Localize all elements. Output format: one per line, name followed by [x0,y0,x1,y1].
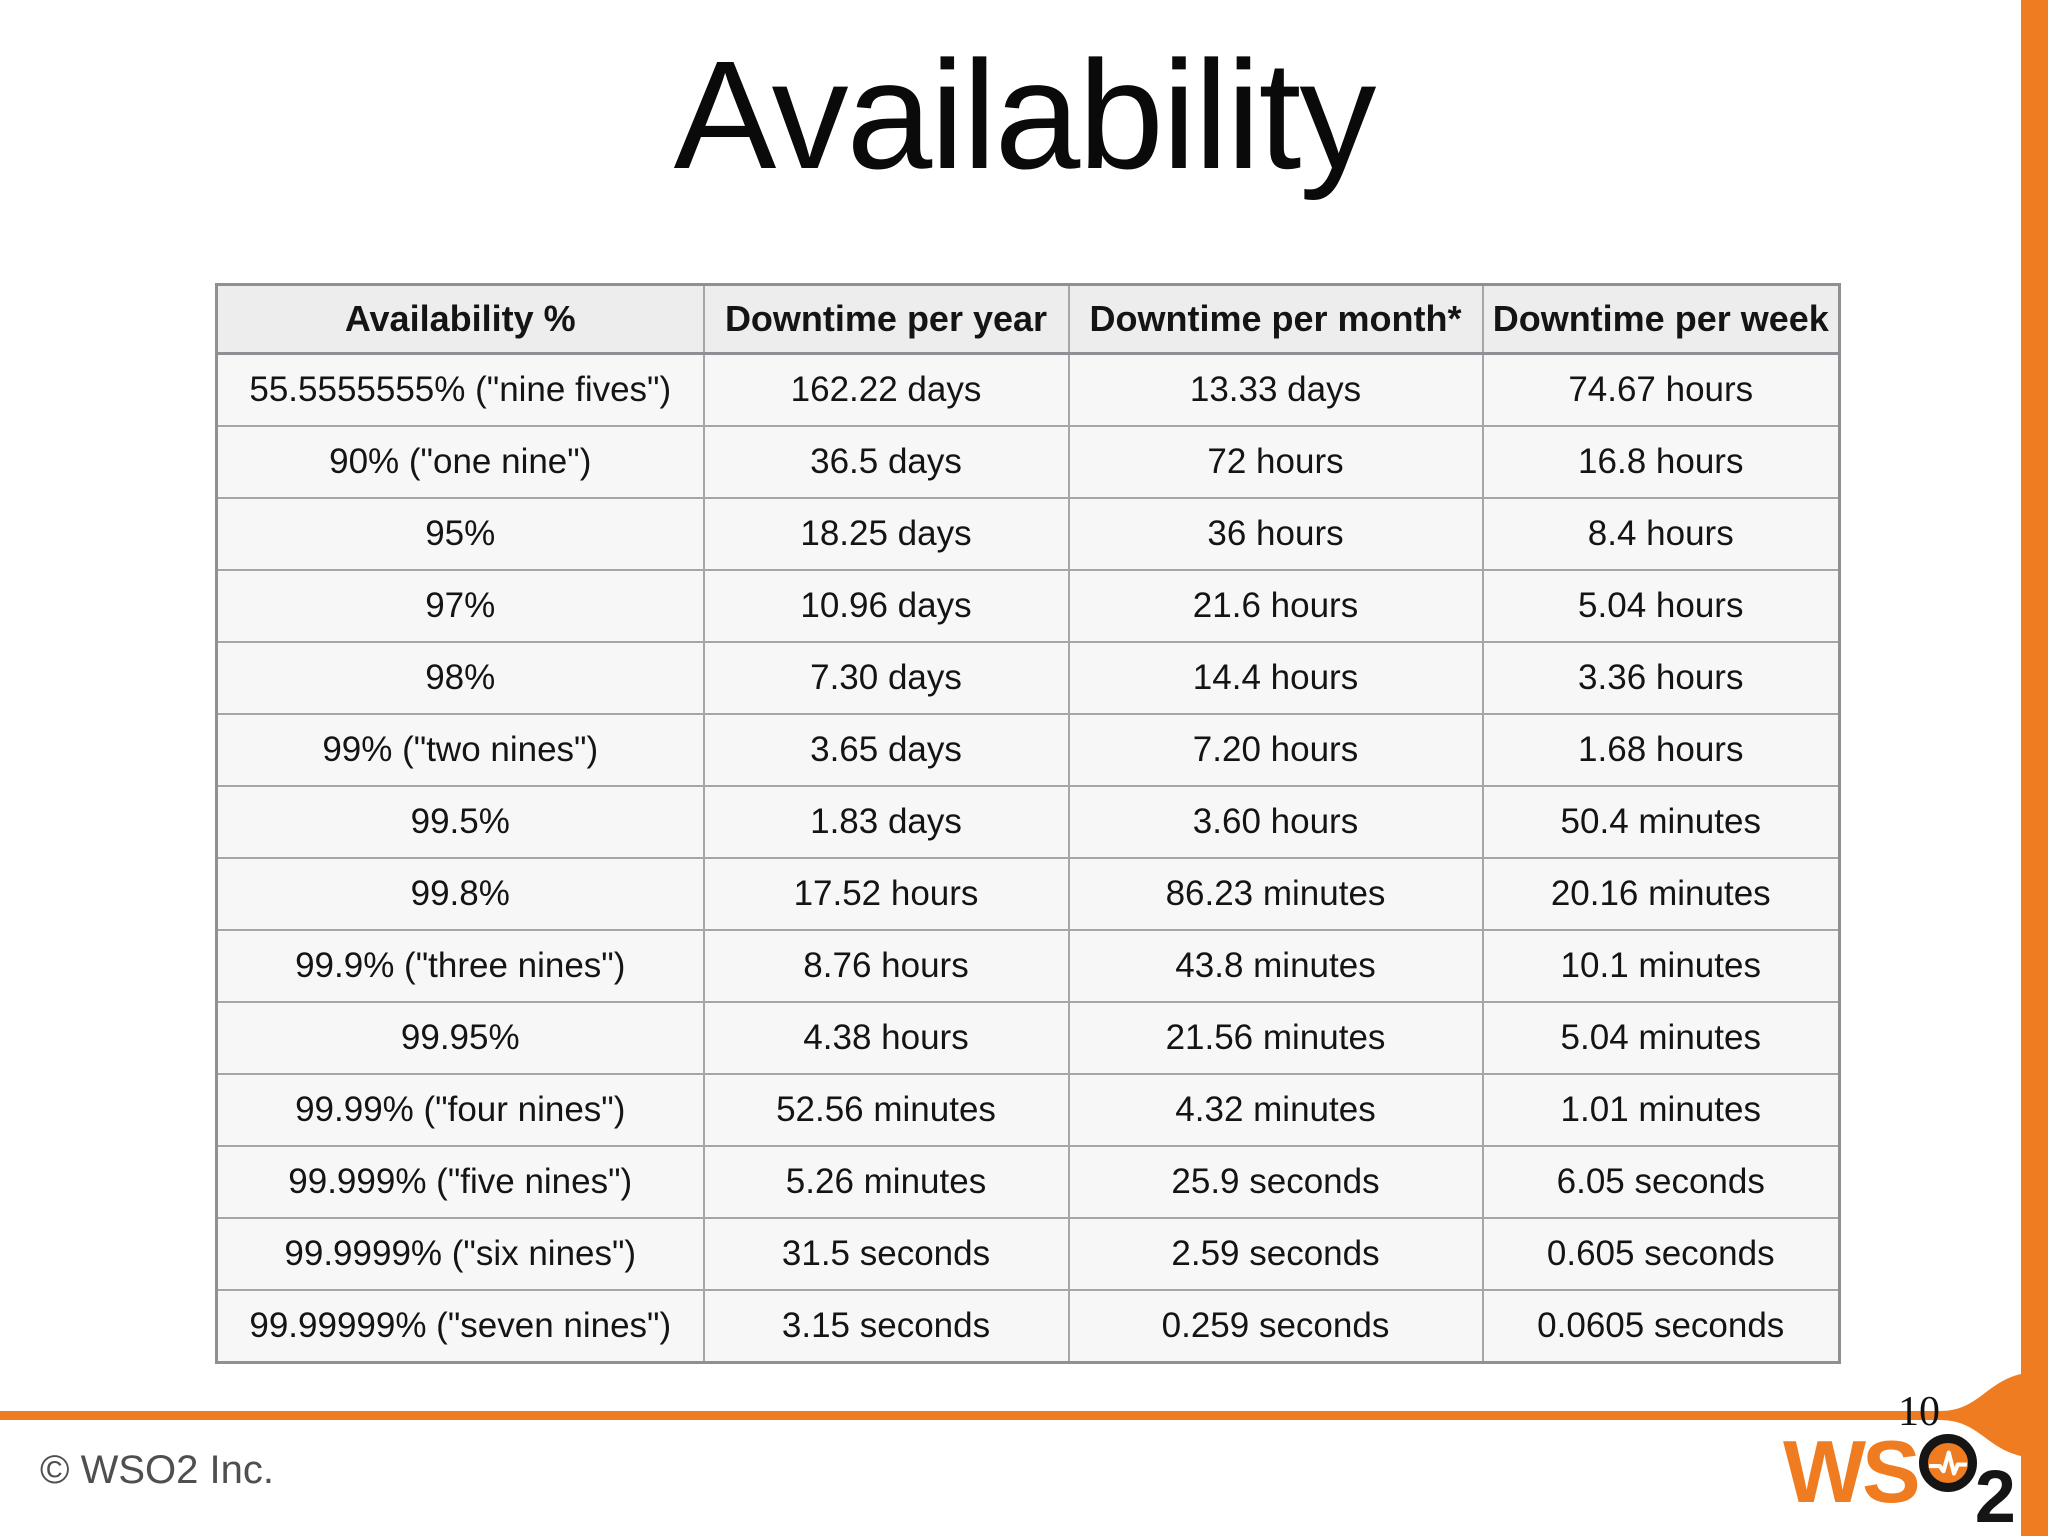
table-body: 55.5555555% ("nine fives") 162.22 days 13.… [215,352,1841,1364]
table-header-cell: Availability % [215,283,705,355]
table-cell: 99.9% ("three nines") [215,929,705,1003]
availability-table: Availability % Downtime per year Downtime … [215,283,1841,1364]
table-cell: 3.60 hours [1067,785,1484,859]
table-cell: 52.56 minutes [702,1073,1070,1147]
table-cell: 18.25 days [702,497,1070,571]
table-header-row: Availability % Downtime per year Downtime … [215,283,1841,355]
table-cell: 1.83 days [702,785,1070,859]
table-row: 99.999% ("five nines") 5.26 minutes 25.9 s… [215,1145,1841,1219]
table-cell: 8.4 hours [1481,497,1841,571]
table-cell: 0.605 seconds [1481,1217,1841,1291]
table-cell: 55.5555555% ("nine fives") [215,352,705,427]
table-cell: 72 hours [1067,425,1484,499]
table-row: 99.9999% ("six nines") 31.5 seconds 2.59 s… [215,1217,1841,1291]
table-cell: 99.99999% ("seven nines") [215,1289,705,1364]
table-cell: 14.4 hours [1067,641,1484,715]
table-header-cell: Downtime per week [1481,283,1841,355]
table-cell: 162.22 days [702,352,1070,427]
logo-ws-letters: WS [1783,1422,1921,1521]
table-cell: 99.99% ("four nines") [215,1073,705,1147]
table-cell: 5.04 minutes [1481,1001,1841,1075]
table-row: 99.99999% ("seven nines") 3.15 seconds 0.2… [215,1289,1841,1364]
table-cell: 31.5 seconds [702,1217,1070,1291]
table-cell: 13.33 days [1067,352,1484,427]
logo-o-pulse-icon [1918,1434,1977,1492]
table-row: 99.8% 17.52 hours 86.23 minutes 20.16 minut… [215,857,1841,931]
table-row: 99.95% 4.38 hours 21.56 minutes 5.04 minute… [215,1001,1841,1075]
table-cell: 95% [215,497,705,571]
table-cell: 5.04 hours [1481,569,1841,643]
table-row: 98% 7.30 days 14.4 hours 3.36 hours [215,641,1841,715]
table-row: 99.9% ("three nines") 8.76 hours 43.8 minu… [215,929,1841,1003]
table-row: 99.5% 1.83 days 3.60 hours 50.4 minutes [215,785,1841,859]
table-cell: 99.9999% ("six nines") [215,1217,705,1291]
table-cell: 36.5 days [702,425,1070,499]
logo-subscript-2: 2 [1974,1455,2016,1538]
table-cell: 8.76 hours [702,929,1070,1003]
table-header-cell: Downtime per month* [1067,283,1484,355]
wso2-logo: WS 2 [1783,1422,2016,1538]
table-cell: 97% [215,569,705,643]
table-row: 99.99% ("four nines") 52.56 minutes 4.32 m… [215,1073,1841,1147]
table-cell: 17.52 hours [702,857,1070,931]
table-cell: 90% ("one nine") [215,425,705,499]
table-cell: 10.96 days [702,569,1070,643]
table-row: 55.5555555% ("nine fives") 162.22 days 13.… [215,352,1841,427]
table-row: 95% 18.25 days 36 hours 8.4 hours [215,497,1841,571]
availability-table-container: Availability % Downtime per year Downtime … [215,283,1841,1364]
table-cell: 7.30 days [702,641,1070,715]
table-cell: 99.999% ("five nines") [215,1145,705,1219]
slide-title: Availability [673,29,1377,201]
table-cell: 10.1 minutes [1481,929,1841,1003]
table-cell: 50.4 minutes [1481,785,1841,859]
pulse-icon [1928,1450,1967,1476]
table-cell: 1.01 minutes [1481,1073,1841,1147]
table-cell: 21.6 hours [1067,569,1484,643]
table-cell: 99.95% [215,1001,705,1075]
copyright-text: © WSO2 Inc. [40,1448,274,1492]
table-cell: 4.38 hours [702,1001,1070,1075]
table-cell: 3.15 seconds [702,1289,1070,1364]
table-cell: 98% [215,641,705,715]
table-cell: 1.68 hours [1481,713,1841,787]
table-cell: 74.67 hours [1481,352,1841,427]
table-cell: 21.56 minutes [1067,1001,1484,1075]
table-row: 99% ("two nines") 3.65 days 7.20 hours 1.68… [215,713,1841,787]
table-cell: 20.16 minutes [1481,857,1841,931]
table-cell: 99.5% [215,785,705,859]
table-cell: 2.59 seconds [1067,1217,1484,1291]
table-cell: 25.9 seconds [1067,1145,1484,1219]
table-cell: 16.8 hours [1481,425,1841,499]
table-cell: 99.8% [215,857,705,931]
table-cell: 3.36 hours [1481,641,1841,715]
table-cell: 4.32 minutes [1067,1073,1484,1147]
table-row: 90% ("one nine") 36.5 days 72 hours 16.8 ho… [215,425,1841,499]
table-cell: 0.0605 seconds [1481,1289,1841,1364]
table-cell: 0.259 seconds [1067,1289,1484,1364]
table-row: 97% 10.96 days 21.6 hours 5.04 hours [215,569,1841,643]
table-cell: 86.23 minutes [1067,857,1484,931]
table-cell: 3.65 days [702,713,1070,787]
table-cell: 7.20 hours [1067,713,1484,787]
table-header-cell: Downtime per year [702,283,1070,355]
table-cell: 6.05 seconds [1481,1145,1841,1219]
table-cell: 99% ("two nines") [215,713,705,787]
table-cell: 5.26 minutes [702,1145,1070,1219]
table-cell: 36 hours [1067,497,1484,571]
table-cell: 43.8 minutes [1067,929,1484,1003]
